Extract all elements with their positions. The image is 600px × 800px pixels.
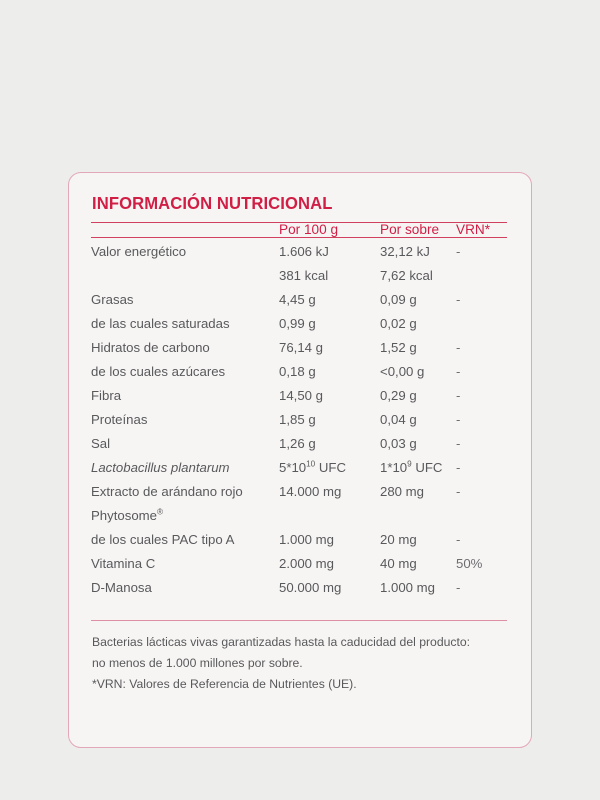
footnote-block: Bacterias lácticas vivas garantizadas ha… <box>92 632 507 695</box>
footnote-line-2: no menos de 1.000 millones por sobre. <box>92 655 303 670</box>
value-per-100g: 50.000 mg <box>279 579 342 595</box>
value-vrn: - <box>456 363 461 379</box>
table-row: Extracto de arándano rojo 14.000 mg 280 mg… <box>91 485 508 509</box>
value-per-100g: 1.606 kJ <box>279 243 329 259</box>
nutrient-name: de los cuales azúcares <box>91 363 226 379</box>
value-per-sachet: 1.000 mg <box>380 579 435 595</box>
nutrient-name: Fibra <box>91 387 122 403</box>
page-title: INFORMACIÓN NUTRICIONAL <box>92 193 333 213</box>
value-vrn: - <box>456 435 461 451</box>
table-row: de las cuales saturadas 0,99 g 0,02 g <box>91 317 508 341</box>
value-per-sachet: 0,09 g <box>380 291 417 307</box>
table-row: D-Manosa 50.000 mg 1.000 mg - <box>91 581 508 605</box>
table-row: Phytosome® <box>91 507 508 533</box>
value-vrn: 50% <box>456 555 483 571</box>
value-per-100g: 5*1010 UFC <box>279 459 347 475</box>
value-per-sachet: <0,00 g <box>380 363 425 379</box>
nutrition-table-body: Valor energético 1.606 kJ 32,12 kJ -381 kca… <box>91 238 508 620</box>
nutrition-table: Por 100 g Por sobre VRN* <box>91 221 508 238</box>
value-per-100g: 14.000 mg <box>279 483 342 499</box>
table-row: Vitamina C 2.000 mg 40 mg 50% <box>91 557 508 581</box>
value-per-sachet <box>380 509 456 533</box>
spacer-cell <box>91 605 508 620</box>
value-per-sachet: 1*109 UFC <box>380 459 443 475</box>
table-header-row: Por 100 g Por sobre VRN* <box>91 221 508 238</box>
value-vrn <box>456 269 508 293</box>
value-vrn: - <box>456 339 461 355</box>
value-vrn <box>456 509 508 533</box>
value-per-100g: 1.000 mg <box>279 531 334 547</box>
table-row: Lactobacillus plantarum 5*1010 UFC 1*109 U… <box>91 459 508 485</box>
table-row: 381 kcal 7,62 kcal <box>91 269 508 293</box>
table-row: Valor energético 1.606 kJ 32,12 kJ - <box>91 238 508 269</box>
column-header-nutrient <box>91 223 271 237</box>
value-vrn: - <box>456 483 461 499</box>
nutrient-name: de las cuales saturadas <box>91 315 230 331</box>
nutrient-name: Sal <box>91 435 111 451</box>
value-vrn: - <box>456 387 461 403</box>
table-row: Grasas 4,45 g 0,09 g - <box>91 293 508 317</box>
value-vrn: - <box>456 291 461 307</box>
value-vrn: - <box>456 459 461 475</box>
value-per-sachet: 0,29 g <box>380 387 417 403</box>
value-per-100g: 381 kcal <box>279 267 329 283</box>
value-per-sachet: 280 mg <box>380 483 424 499</box>
value-per-100g: 0,18 g <box>279 363 316 379</box>
value-per-100g: 0,99 g <box>279 315 316 331</box>
value-vrn: - <box>456 531 461 547</box>
table-row: Hidratos de carbono 76,14 g 1,52 g - <box>91 341 508 365</box>
nutrient-name: Phytosome® <box>91 507 164 523</box>
value-per-sachet: 20 mg <box>380 531 417 547</box>
footnote-rule <box>91 619 507 621</box>
value-vrn: - <box>456 243 461 259</box>
value-per-100g: 76,14 g <box>279 339 323 355</box>
value-per-sachet: 0,03 g <box>380 435 417 451</box>
value-per-100g: 4,45 g <box>279 291 316 307</box>
value-per-sachet: 0,04 g <box>380 411 417 427</box>
value-vrn: - <box>456 579 461 595</box>
value-per-100g <box>279 509 380 533</box>
nutrient-name: Grasas <box>91 291 134 307</box>
nutrient-name: Hidratos de carbono <box>91 339 210 355</box>
footnote-line-3: *VRN: Valores de Referencia de Nutriente… <box>92 676 357 691</box>
value-per-sachet: 40 mg <box>380 555 417 571</box>
value-per-100g: 1,85 g <box>279 411 316 427</box>
column-header-per-100g: Por 100 g <box>279 221 339 238</box>
value-per-sachet: 1,52 g <box>380 339 417 355</box>
value-per-sachet: 0,02 g <box>380 315 417 331</box>
table-row: de los cuales PAC tipo A 1.000 mg 20 mg - <box>91 533 508 557</box>
value-per-100g: 2.000 mg <box>279 555 334 571</box>
table-row: Fibra 14,50 g 0,29 g - <box>91 389 508 413</box>
table-row: Sal 1,26 g 0,03 g - <box>91 437 508 461</box>
nutrient-name: D-Manosa <box>91 579 152 595</box>
value-per-sachet: 7,62 kcal <box>380 267 433 283</box>
table-header: Por 100 g Por sobre VRN* <box>91 221 508 238</box>
value-vrn <box>456 317 508 341</box>
header-rule-bottom <box>91 236 507 238</box>
column-header-per-sachet: Por sobre <box>380 221 440 238</box>
nutrient-name: Valor energético <box>91 243 187 259</box>
nutrient-name <box>91 269 279 293</box>
nutrient-name: Proteínas <box>91 411 148 427</box>
table-row: de los cuales azúcares 0,18 g <0,00 g - <box>91 365 508 389</box>
footnote-line-1: Bacterias lácticas vivas garantizadas ha… <box>92 634 471 649</box>
nutrient-name: Lactobacillus plantarum <box>91 459 230 475</box>
table-row: Proteínas 1,85 g 0,04 g - <box>91 413 508 437</box>
column-header-vrn: VRN* <box>456 221 491 238</box>
nutrient-name: Vitamina C <box>91 555 156 571</box>
nutrition-information-card: INFORMACIÓN NUTRICIONAL Por 100 g Por so… <box>68 172 532 748</box>
nutrient-name: Extracto de arándano rojo <box>91 483 243 499</box>
value-per-100g: 14,50 g <box>279 387 323 403</box>
table-bottom-spacer <box>91 605 508 620</box>
table-body: Valor energético 1.606 kJ 32,12 kJ -381 kca… <box>91 238 508 620</box>
nutrient-name: de los cuales PAC tipo A <box>91 531 235 547</box>
header-rule-top <box>91 221 507 223</box>
value-per-100g: 1,26 g <box>279 435 316 451</box>
value-per-sachet: 32,12 kJ <box>380 243 430 259</box>
value-vrn: - <box>456 411 461 427</box>
